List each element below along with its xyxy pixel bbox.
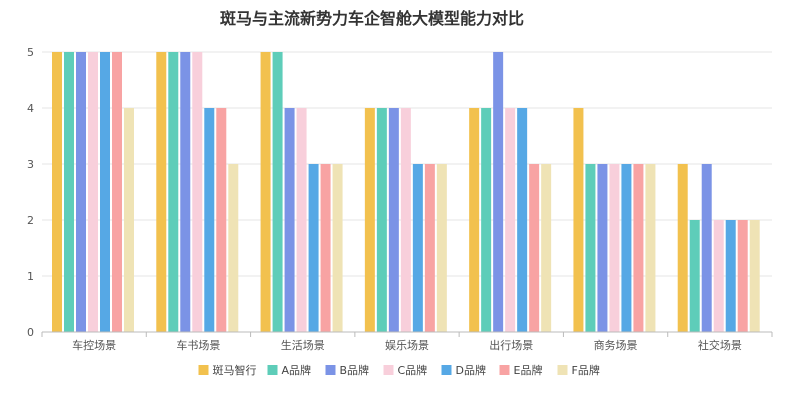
bar-1-6 bbox=[573, 108, 584, 332]
bar-4-5 bbox=[505, 108, 516, 332]
bar-4-6 bbox=[609, 164, 620, 332]
bar-2-3 bbox=[272, 52, 283, 332]
legend-swatch bbox=[325, 365, 336, 375]
legend-item: 斑马智行 bbox=[198, 363, 257, 377]
bar-3-5 bbox=[493, 52, 504, 332]
legend-label: F品牌 bbox=[572, 363, 600, 377]
bar-6-3 bbox=[320, 164, 331, 332]
legend-swatch bbox=[557, 365, 568, 375]
legend-item: E品牌 bbox=[499, 363, 543, 377]
legend-label: 斑马智行 bbox=[213, 363, 257, 377]
bar-7-6 bbox=[645, 164, 656, 332]
bar-3-2 bbox=[180, 52, 191, 332]
x-tick-label: 出行场景 bbox=[489, 338, 533, 352]
bar-3-7 bbox=[701, 164, 712, 332]
bar-6-2 bbox=[216, 108, 227, 332]
axis-layer: 0 1 2 3 4 5 车控场景 车书场景 生活场景 娱乐场景 出行场景 商务场景 社交场景 bbox=[27, 46, 773, 352]
bar-7-2 bbox=[228, 164, 239, 332]
bar-6-1 bbox=[112, 52, 122, 332]
chart-title: 斑马与主流新势力车企智舱大模型能力对比 bbox=[220, 9, 524, 28]
x-tick-label: 商务场景 bbox=[594, 338, 638, 352]
legend-item: D品牌 bbox=[441, 363, 486, 377]
bar-5-4 bbox=[412, 164, 423, 332]
bar-4-2 bbox=[192, 52, 203, 332]
legend-label: B品牌 bbox=[340, 363, 370, 377]
legend-item: C品牌 bbox=[383, 363, 428, 377]
bar-5-7 bbox=[725, 220, 736, 332]
bar-2-4 bbox=[376, 108, 387, 332]
bar-1-5 bbox=[469, 108, 480, 332]
bar-5-1 bbox=[100, 52, 110, 332]
legend-label: A品牌 bbox=[282, 363, 312, 377]
bar-1-3 bbox=[260, 52, 271, 332]
bar-5-6 bbox=[621, 164, 632, 332]
bar-2-2 bbox=[168, 52, 179, 332]
legend-item: F品牌 bbox=[557, 363, 600, 377]
bar-2-5 bbox=[481, 108, 492, 332]
bar-6-4 bbox=[424, 164, 435, 332]
bar-2-1 bbox=[64, 52, 74, 332]
y-tick-label: 4 bbox=[27, 102, 34, 115]
x-tick-label: 娱乐场景 bbox=[385, 338, 429, 352]
legend-item: A品牌 bbox=[267, 363, 312, 377]
bar-6-6 bbox=[633, 164, 644, 332]
bar-7-1 bbox=[124, 108, 134, 332]
bar-4-1 bbox=[88, 52, 98, 332]
legend-swatch bbox=[267, 365, 278, 375]
legend-label: D品牌 bbox=[456, 363, 486, 377]
legend-swatch bbox=[383, 365, 394, 375]
legend-swatch bbox=[441, 365, 452, 375]
bar-4-3 bbox=[296, 108, 307, 332]
bar-4-4 bbox=[400, 108, 411, 332]
x-tick-label: 车书场景 bbox=[176, 338, 220, 352]
bar-5-3 bbox=[308, 164, 319, 332]
legend-label: E品牌 bbox=[514, 363, 543, 377]
bar-7-7 bbox=[749, 220, 760, 332]
bar-5-2 bbox=[204, 108, 215, 332]
legend: 斑马智行 A品牌 B品牌 C品牌 D品牌 E品牌 F品牌 bbox=[198, 363, 600, 377]
bar-7-4 bbox=[436, 164, 447, 332]
bar-1-4 bbox=[364, 108, 375, 332]
bar-1-7 bbox=[677, 164, 688, 332]
bar-6-7 bbox=[737, 220, 748, 332]
legend-swatch bbox=[499, 365, 510, 375]
bar-6-5 bbox=[529, 164, 540, 332]
bar-2-7 bbox=[689, 220, 700, 332]
x-tick-label: 社交场景 bbox=[698, 338, 742, 352]
y-tick-label: 5 bbox=[27, 46, 34, 59]
y-tick-label: 0 bbox=[27, 326, 34, 339]
legend-item: B品牌 bbox=[325, 363, 370, 377]
bar-7-3 bbox=[332, 164, 343, 332]
bar-3-6 bbox=[597, 164, 608, 332]
bar-4-7 bbox=[713, 220, 724, 332]
x-tick-label: 生活场景 bbox=[281, 338, 325, 352]
bar-3-1 bbox=[76, 52, 86, 332]
bar-7-5 bbox=[541, 164, 552, 332]
y-tick-label: 3 bbox=[27, 158, 34, 171]
bar-1-2 bbox=[156, 52, 167, 332]
bars-layer bbox=[52, 52, 760, 332]
bar-3-3 bbox=[284, 108, 295, 332]
legend-swatch bbox=[198, 365, 209, 375]
bar-1-1 bbox=[52, 52, 62, 332]
y-tick-label: 1 bbox=[27, 270, 34, 283]
bar-2-6 bbox=[585, 164, 596, 332]
x-tick-label: 车控场景 bbox=[72, 338, 116, 352]
legend-label: C品牌 bbox=[398, 363, 428, 377]
bar-3-4 bbox=[388, 108, 399, 332]
y-tick-label: 2 bbox=[27, 214, 34, 227]
bar-5-5 bbox=[517, 108, 528, 332]
